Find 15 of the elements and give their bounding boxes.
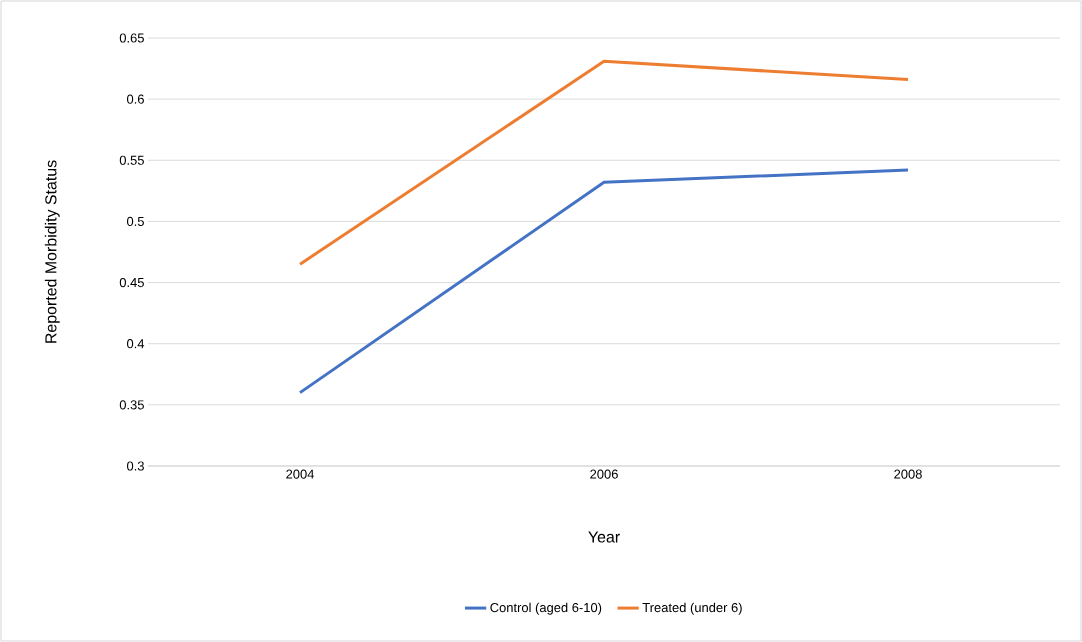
x-tick-label: 2008: [894, 469, 922, 479]
y-axis-title: Reported Morbidity Status: [44, 160, 60, 343]
y-tick-label: 0.4: [126, 339, 145, 349]
legend-label: Treated (under 6): [642, 602, 742, 615]
x-axis-title: Year: [588, 531, 620, 543]
y-tick-label: 0.3: [126, 461, 144, 471]
y-tick-label: 0.5: [126, 216, 144, 226]
y-tick-label: 0.65: [119, 33, 144, 43]
x-tick-label: 2006: [590, 469, 618, 479]
legend-label: Control (aged 6-10): [490, 602, 602, 615]
y-tick-label: 0.45: [119, 277, 144, 288]
y-tick-label: 0.55: [119, 155, 144, 165]
y-tick-label: 0.35: [119, 400, 144, 410]
x-tick-label: 2004: [286, 469, 315, 479]
y-tick-label: 0.6: [126, 94, 144, 104]
